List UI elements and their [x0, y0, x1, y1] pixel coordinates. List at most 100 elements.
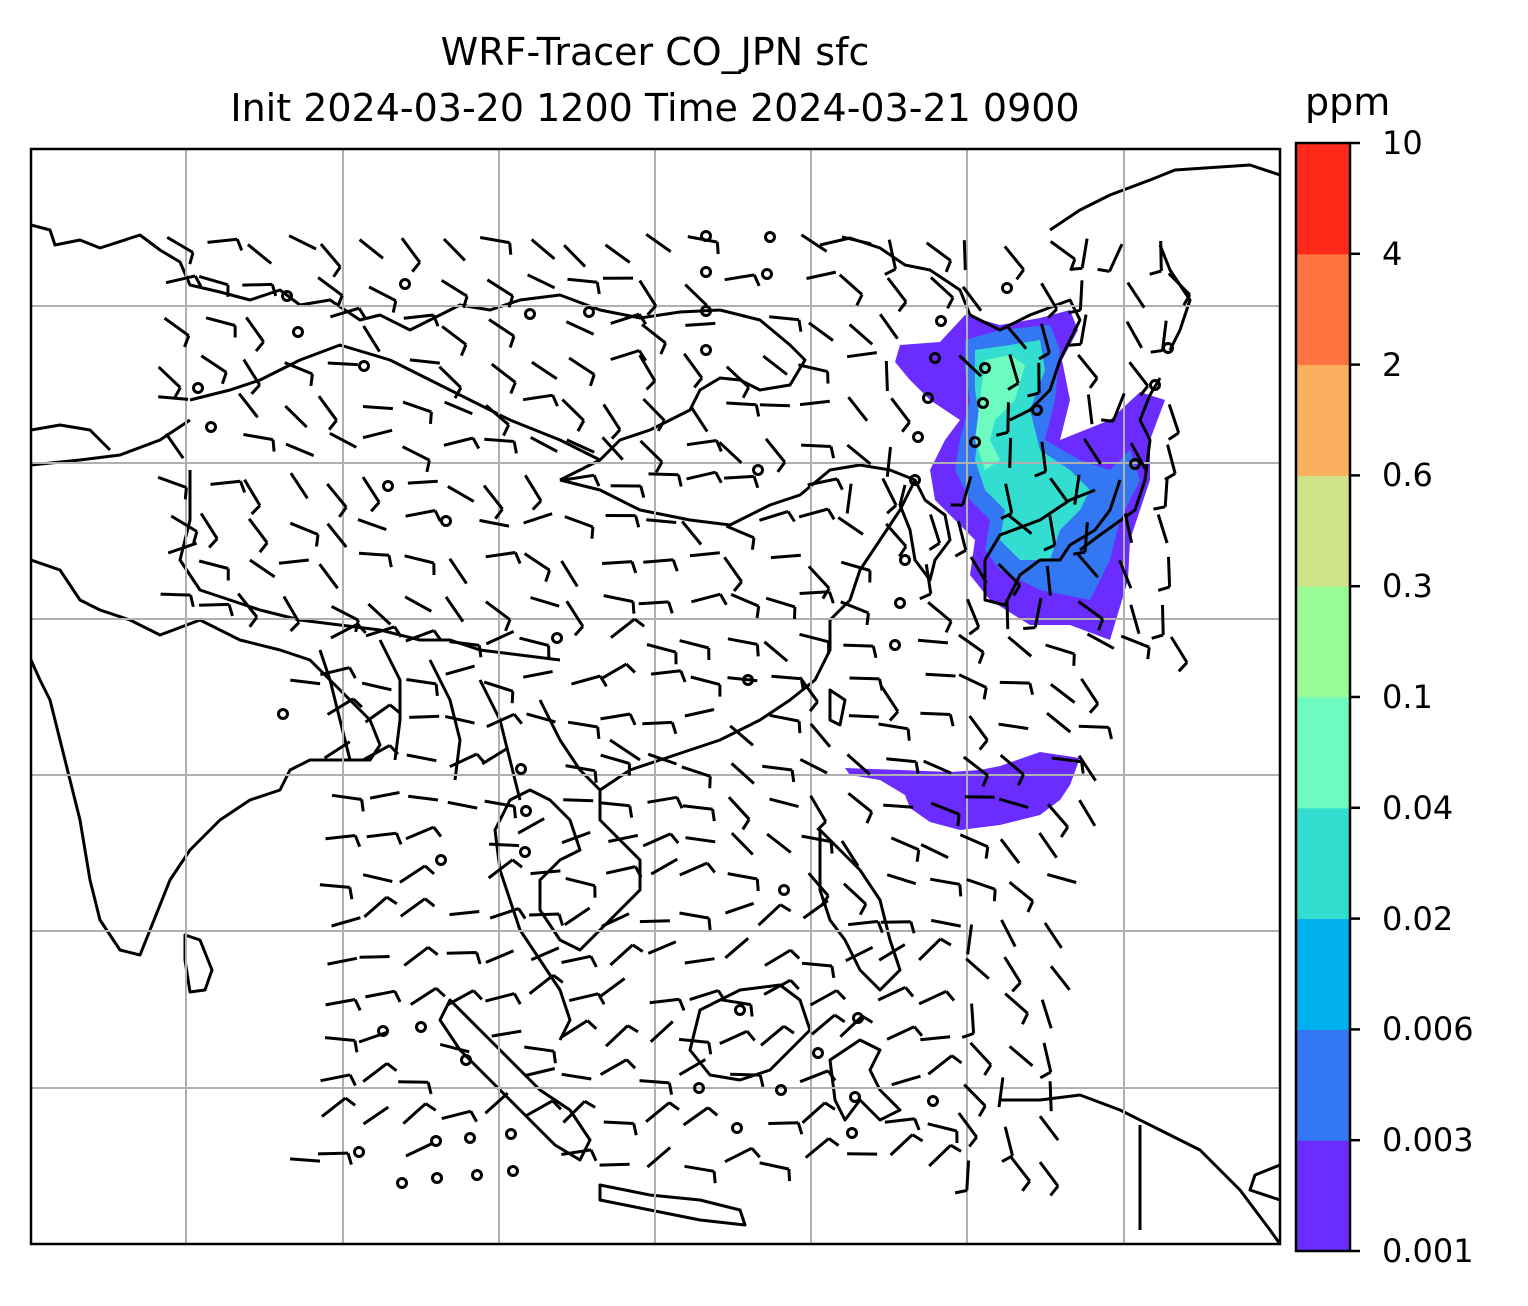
wind-barb [920, 1035, 951, 1042]
wind-barb [361, 681, 392, 692]
wind-barb [610, 617, 646, 639]
wind-barb [649, 997, 686, 1011]
wind-barb [646, 1146, 672, 1169]
wind-barb [802, 899, 829, 920]
wind-barb [758, 509, 796, 523]
calm-wind-circle [929, 352, 941, 364]
wind-barb [647, 795, 684, 809]
calm-wind-circle [353, 1146, 365, 1158]
wind-barb [724, 937, 750, 959]
colorbar-tick-label: 2 [1382, 345, 1403, 384]
colorbar-segment [1296, 1029, 1350, 1141]
wind-barb [760, 1024, 795, 1047]
wind-barb [727, 676, 758, 683]
calm-wind-circle [464, 1132, 476, 1144]
wind-barb [405, 825, 443, 841]
wind-barb [1049, 683, 1076, 704]
wind-barb [604, 1024, 639, 1048]
wind-barb [968, 715, 989, 751]
wind-barb [762, 764, 796, 783]
wind-barb [365, 989, 402, 1003]
wind-barb [198, 559, 230, 581]
wind-barb [443, 436, 481, 450]
wind-barb [1082, 437, 1102, 465]
colorbar-tick-label: 0.3 [1382, 567, 1433, 606]
wind-barb [847, 396, 869, 422]
calm-wind-circle [505, 1128, 517, 1140]
calm-wind-circle [358, 360, 370, 372]
wind-barb [798, 676, 819, 713]
wind-barb [764, 437, 787, 473]
wind-barb [799, 632, 831, 654]
wind-barb [530, 869, 561, 876]
wind-barb [563, 244, 587, 268]
wind-barb [689, 405, 709, 433]
wind-barb [400, 237, 422, 273]
coastline-philippines [818, 828, 902, 992]
wind-barb [404, 595, 433, 613]
wind-barb [845, 483, 853, 514]
wind-barb [358, 238, 384, 260]
wind-barb [324, 1036, 359, 1053]
wind-barb [362, 405, 394, 411]
wind-barb [724, 901, 755, 915]
calm-wind-circle [761, 268, 773, 280]
wind-barb [1043, 922, 1063, 949]
wind-barb [485, 630, 515, 646]
wind-barb [884, 360, 889, 391]
wind-barb [642, 397, 666, 432]
wind-barb [242, 358, 261, 395]
wind-barb [564, 473, 601, 487]
wind-barb [685, 836, 716, 844]
wind-barb [641, 323, 667, 355]
wind-barb [406, 678, 439, 697]
calm-wind-circle [894, 597, 906, 609]
wind-barb [1008, 1045, 1034, 1067]
wind-barb [205, 316, 237, 338]
wind-barb [446, 951, 482, 965]
wind-barb [529, 912, 565, 926]
wind-barb [278, 558, 309, 565]
wind-barb [362, 428, 393, 440]
wind-barb [242, 282, 278, 297]
wind-barb [730, 762, 755, 785]
calm-wind-circle [700, 344, 712, 356]
wind-barb [567, 720, 601, 740]
wind-barb [367, 602, 392, 626]
wind-barb [1151, 604, 1165, 640]
wind-barb [481, 746, 509, 766]
wind-barb [1048, 1081, 1053, 1112]
coastline-china-east [559, 463, 917, 762]
wind-barb [929, 276, 955, 309]
wind-barb [801, 834, 834, 854]
wind-barb [1038, 832, 1058, 859]
wind-barb [724, 273, 761, 287]
wind-barb [1046, 803, 1070, 838]
colorbar-segment [1296, 143, 1350, 255]
colorbar-tick-label: 0.04 [1382, 788, 1454, 827]
calm-wind-circle [1031, 404, 1043, 416]
wind-barb [997, 562, 1022, 597]
wind-barb [1008, 881, 1035, 913]
wind-barb [529, 436, 558, 453]
wind-barb [1000, 919, 1017, 948]
wind-barb [441, 325, 468, 357]
coastline-india [31, 558, 382, 957]
wind-barb [998, 722, 1029, 731]
wind-barb [691, 592, 728, 606]
wind-barb [366, 831, 403, 845]
wind-barb [526, 712, 556, 724]
wind-barb [927, 601, 953, 634]
wind-barb [999, 838, 1021, 865]
wind-barb [846, 351, 878, 359]
wind-barb [642, 832, 680, 848]
wind-barb [398, 1080, 433, 1095]
wind-barb [327, 361, 358, 367]
wind-barb [603, 594, 636, 614]
wind-barb [243, 433, 276, 452]
wind-barb [157, 365, 182, 399]
wind-barb [846, 753, 871, 776]
calm-wind-circle [507, 1165, 519, 1177]
wind-barb [485, 949, 515, 964]
coastline-japan-main [983, 479, 1122, 607]
